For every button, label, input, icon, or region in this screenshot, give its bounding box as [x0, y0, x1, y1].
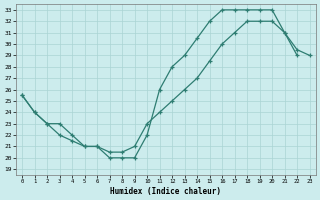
X-axis label: Humidex (Indice chaleur): Humidex (Indice chaleur) — [110, 187, 221, 196]
